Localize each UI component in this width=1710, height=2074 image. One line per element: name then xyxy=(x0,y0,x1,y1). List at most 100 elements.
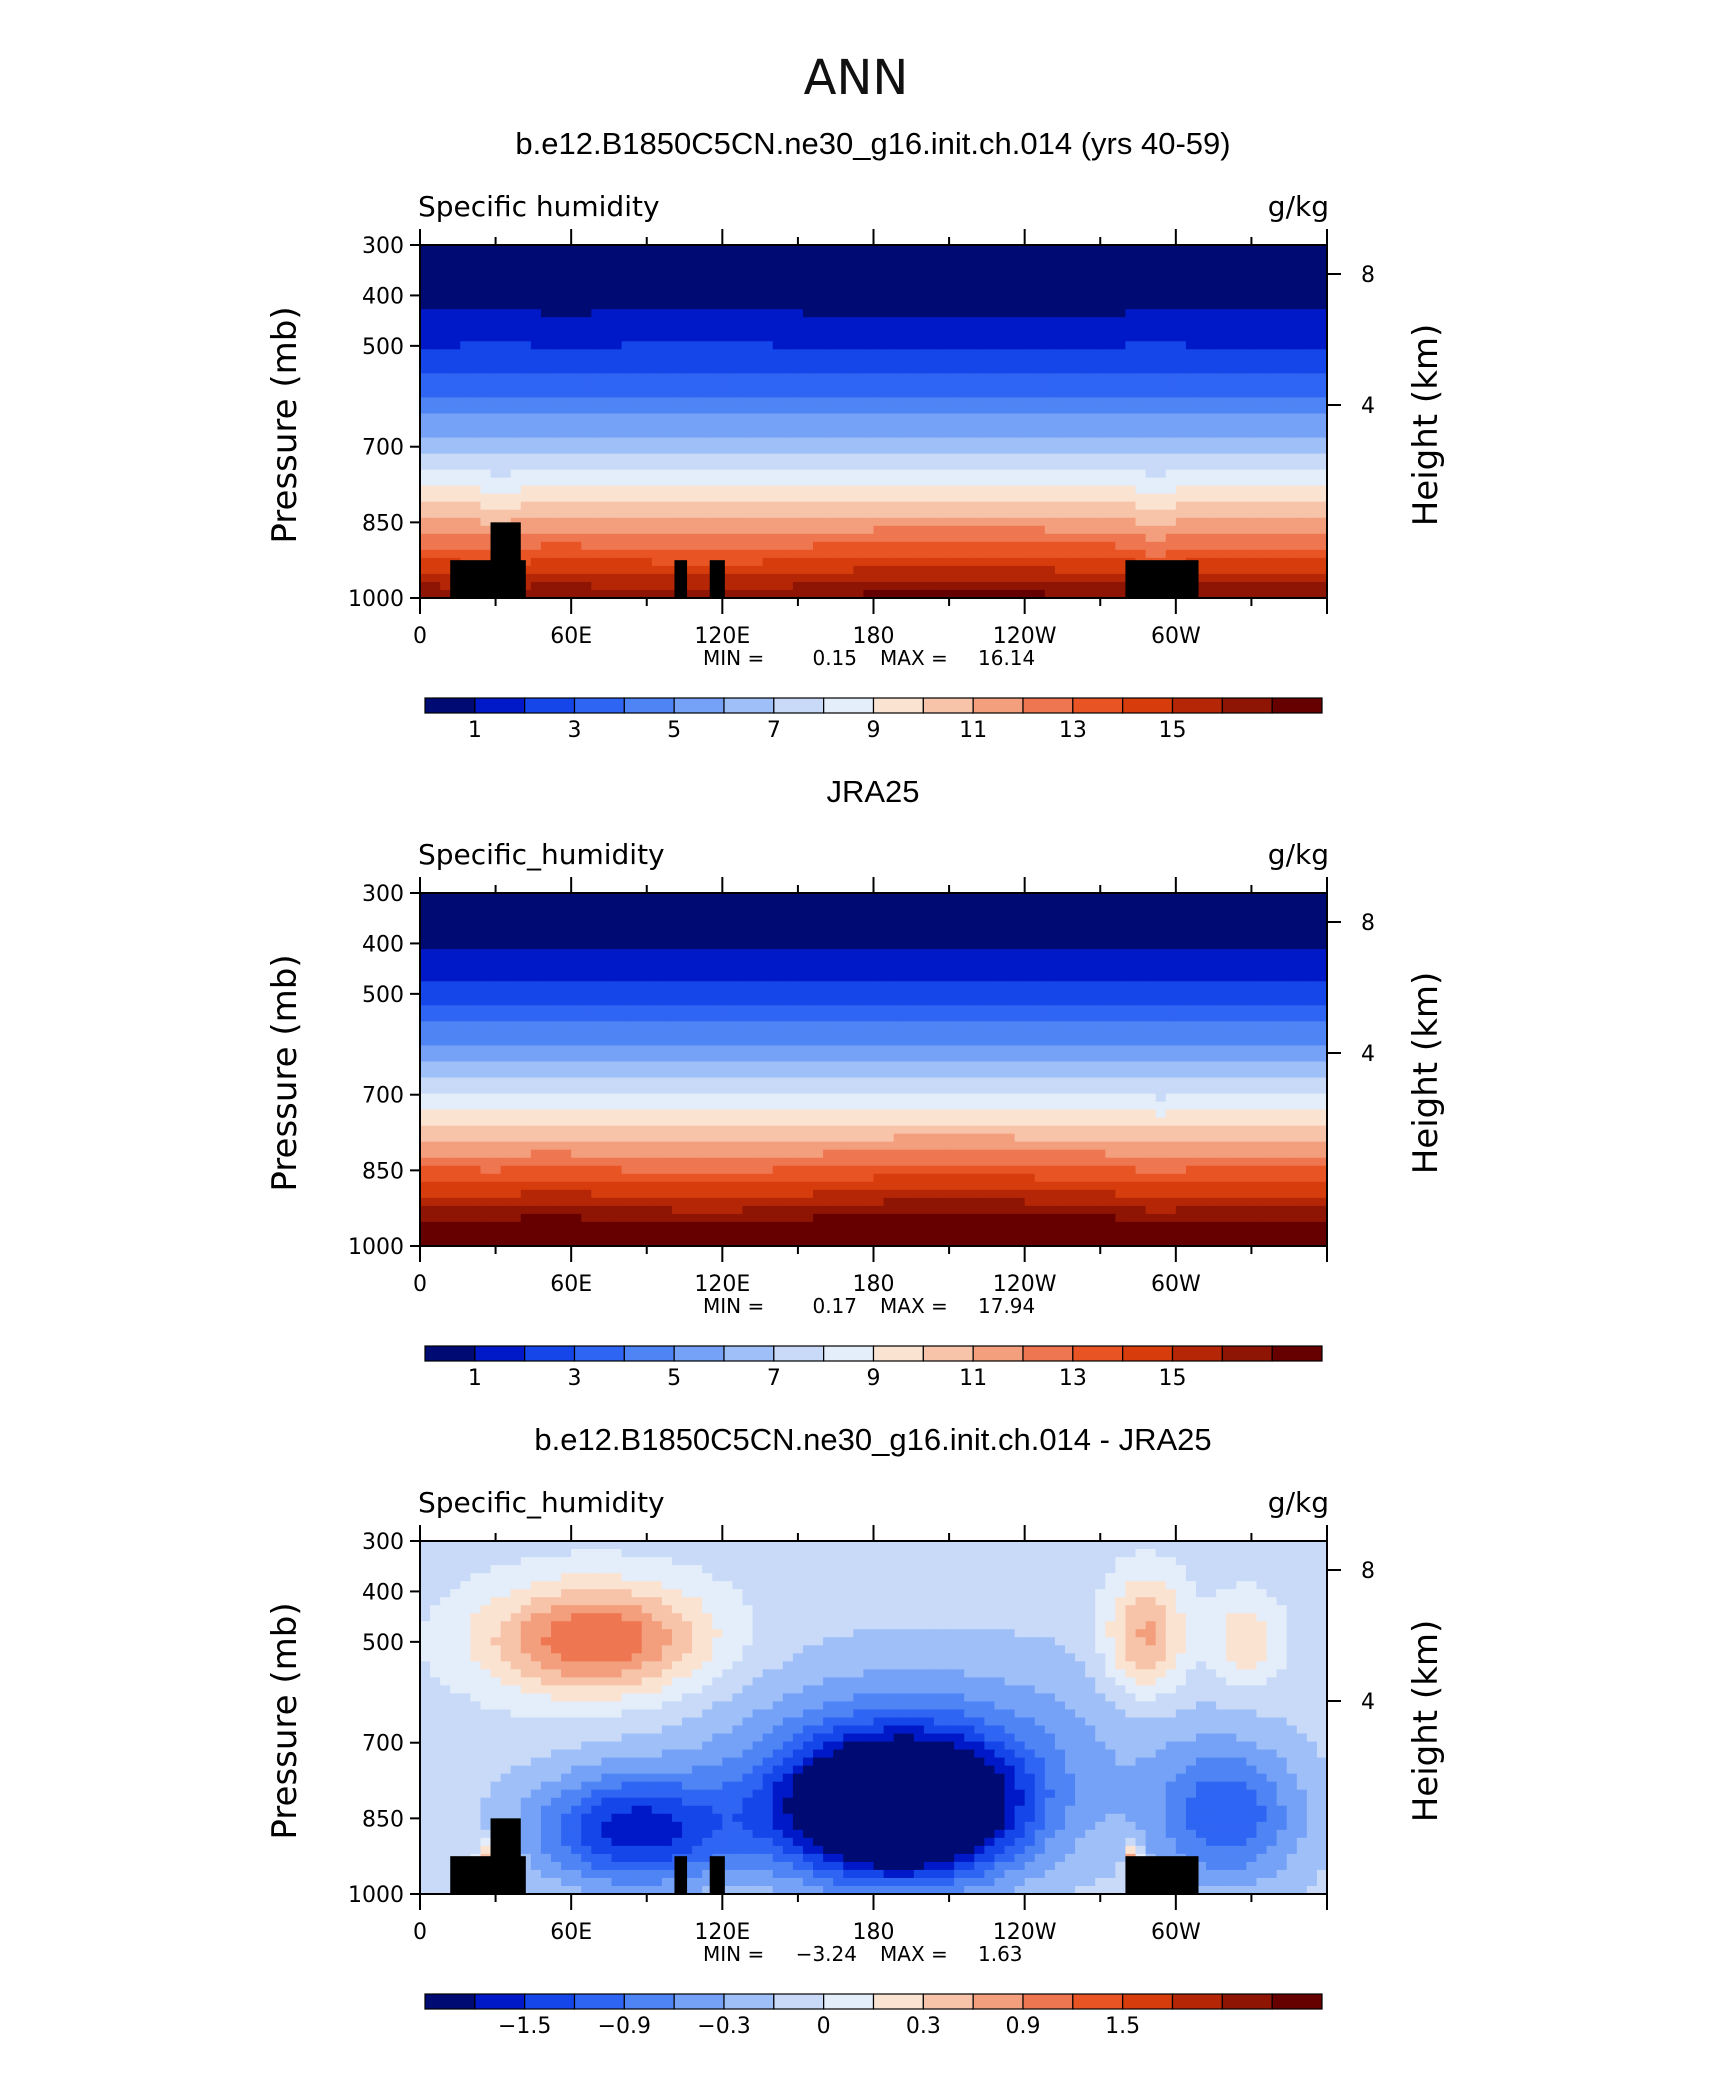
field-cell xyxy=(1236,901,1247,910)
field-cell xyxy=(621,301,633,310)
field-cell xyxy=(742,901,754,910)
field-cell xyxy=(1306,909,1318,918)
field-cell xyxy=(1064,485,1076,495)
field-cell xyxy=(883,373,895,382)
field-cell xyxy=(1115,349,1127,358)
field-cell xyxy=(1004,341,1016,350)
field-cell xyxy=(782,245,794,254)
field-cell xyxy=(1115,373,1127,382)
field-cell xyxy=(1135,965,1147,974)
field-cell xyxy=(641,317,653,326)
field-cell xyxy=(651,269,663,278)
field-cell xyxy=(611,917,623,926)
field-cell xyxy=(1236,485,1247,495)
field-cell xyxy=(964,405,975,415)
field-cell xyxy=(1286,541,1298,551)
field-cell xyxy=(853,461,865,471)
field-cell xyxy=(661,269,673,278)
field-cell xyxy=(1185,373,1197,382)
field-cell xyxy=(450,909,461,918)
field-cell xyxy=(722,341,734,350)
field-cell xyxy=(1004,269,1016,278)
field-cell xyxy=(933,421,945,431)
field-cell xyxy=(903,509,915,519)
field-cell xyxy=(1175,325,1187,334)
field-cell xyxy=(823,901,834,910)
field-cell xyxy=(581,589,592,598)
field-cell xyxy=(762,493,774,503)
field-cell xyxy=(762,933,774,942)
field-cell xyxy=(1105,501,1116,511)
field-cell xyxy=(933,589,945,598)
field-cell xyxy=(520,477,532,487)
field-cell xyxy=(802,309,814,318)
field-cell xyxy=(933,909,945,918)
field-cell xyxy=(1135,909,1147,918)
field-cell xyxy=(903,949,915,958)
field-cell xyxy=(923,405,935,415)
field-cell xyxy=(802,293,814,302)
field-cell xyxy=(772,485,784,495)
field-cell xyxy=(1296,965,1308,974)
field-cell xyxy=(480,325,492,334)
field-cell xyxy=(1024,485,1036,495)
field-cell xyxy=(682,925,693,934)
field-cell xyxy=(621,261,633,270)
field-cell xyxy=(510,933,522,942)
field-cell xyxy=(1004,309,1016,318)
field-cell xyxy=(1064,389,1076,399)
field-cell xyxy=(581,917,592,926)
field-cell xyxy=(530,525,542,535)
field-cell xyxy=(1095,397,1106,407)
field-cell xyxy=(1064,573,1076,583)
field-cell xyxy=(802,901,814,910)
field-cell xyxy=(651,333,663,342)
field-cell xyxy=(772,325,784,334)
field-cell xyxy=(1286,477,1298,487)
field-cell xyxy=(772,277,784,286)
field-cell xyxy=(752,373,764,382)
field-cell xyxy=(480,965,492,974)
field-cell xyxy=(1226,373,1237,382)
field-cell xyxy=(772,541,784,551)
field-cell xyxy=(1155,437,1167,447)
field-cell xyxy=(923,941,935,950)
field-cell xyxy=(722,333,734,342)
field-cell xyxy=(692,941,703,950)
field-cell xyxy=(813,349,824,358)
field-cell xyxy=(1115,581,1127,591)
field-cell xyxy=(460,501,471,511)
field-cell xyxy=(440,381,451,391)
field-cell xyxy=(530,293,542,302)
field-cell xyxy=(1246,965,1258,974)
field-cell xyxy=(1296,445,1308,455)
field-cell xyxy=(984,509,996,519)
field-cell xyxy=(1256,253,1268,262)
field-cell xyxy=(692,413,703,423)
field-cell xyxy=(651,373,663,382)
field-cell xyxy=(853,485,865,495)
field-cell xyxy=(1256,949,1268,958)
field-cell xyxy=(782,381,794,391)
field-cell xyxy=(883,525,895,535)
field-cell xyxy=(1075,917,1086,926)
field-cell xyxy=(752,941,764,950)
field-cell xyxy=(712,317,723,326)
field-cell xyxy=(863,909,875,918)
field-cell xyxy=(420,941,431,950)
field-cell xyxy=(802,909,814,918)
field-cell xyxy=(782,909,794,918)
field-cell xyxy=(1075,557,1086,567)
field-cell xyxy=(1236,253,1247,262)
field-cell xyxy=(1004,413,1016,423)
field-cell xyxy=(853,389,865,399)
field-cell xyxy=(1316,517,1327,527)
field-cell xyxy=(923,501,935,511)
min-value: 0.15 xyxy=(812,646,857,670)
field-cell xyxy=(823,453,834,463)
field-cell xyxy=(843,533,854,543)
field-cell xyxy=(873,589,885,598)
field-cell xyxy=(1165,493,1177,503)
field-cell xyxy=(1246,349,1258,358)
field-cell xyxy=(1095,493,1106,503)
